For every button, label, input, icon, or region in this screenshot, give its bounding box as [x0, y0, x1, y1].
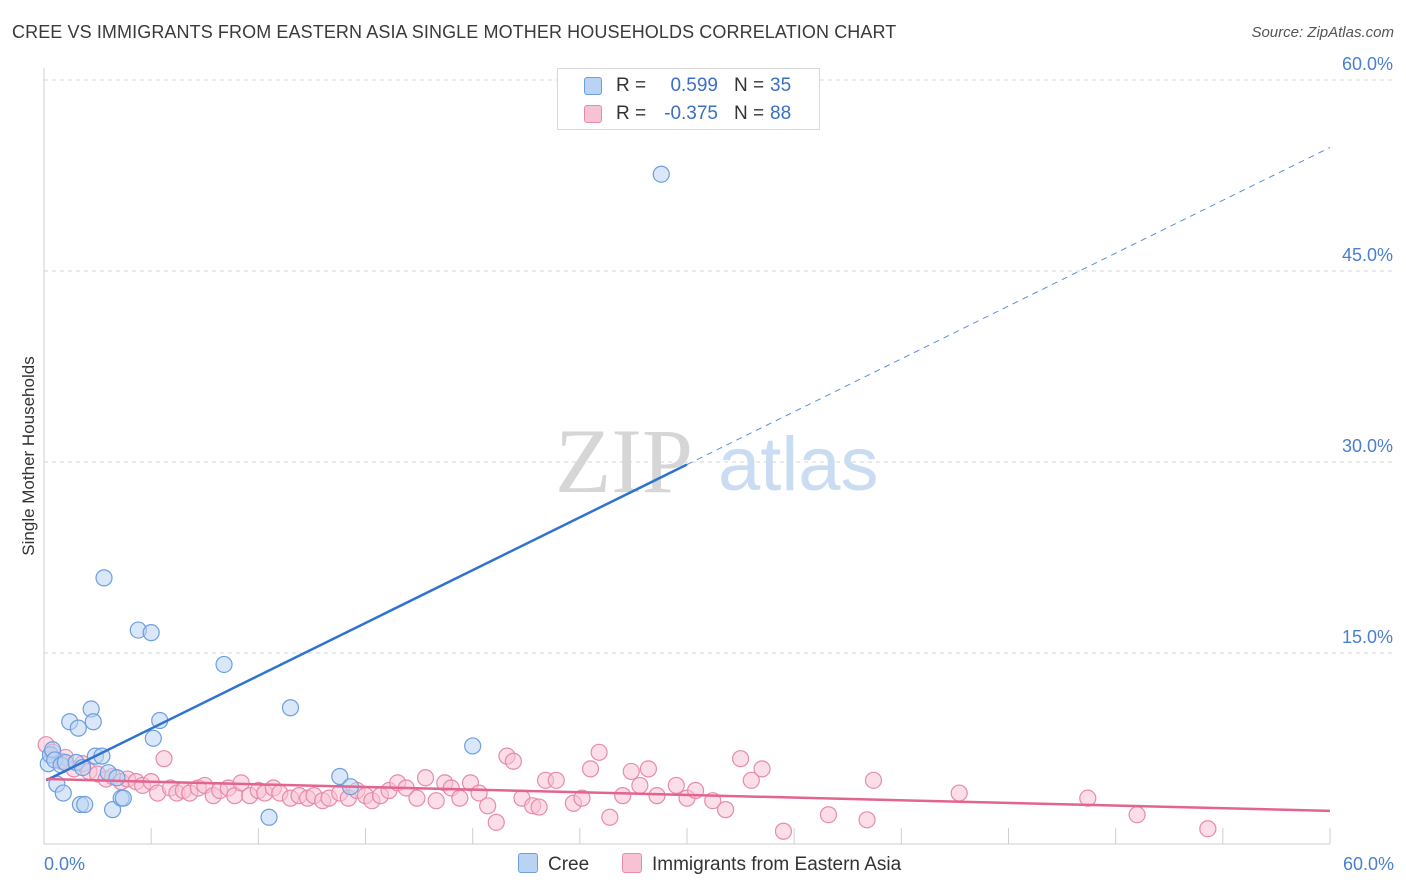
immigrants-point [601, 808, 619, 826]
y-tick-label: 30.0% [1342, 436, 1393, 456]
chart-title: CREE VS IMMIGRANTS FROM EASTERN ASIA SIN… [12, 22, 897, 42]
grid [44, 79, 1394, 654]
cree-point [95, 569, 113, 587]
immigrants-point [731, 750, 750, 768]
immigrants-point [614, 787, 632, 805]
watermark-atlas: atlas [718, 422, 879, 507]
cree-point [69, 719, 87, 737]
immigrants-point [716, 801, 735, 819]
immigrants-point [667, 776, 685, 795]
immigrants-point [530, 798, 548, 816]
r-value: -0.375 [664, 103, 718, 124]
x-tick-label-min: 0.0% [44, 854, 85, 874]
y-tick-label: 45.0% [1342, 245, 1393, 265]
legend-row-immigrants: R = -0.375 N = 88 [558, 101, 819, 129]
immigrants-point [1128, 806, 1146, 824]
cree-point [103, 801, 122, 819]
cree-point [84, 713, 102, 731]
immigrants-trend-line [46, 777, 1331, 813]
immigrants-point [753, 760, 771, 778]
immigrants-point [1079, 789, 1097, 807]
y-axis-label: Single Mother Households [19, 356, 38, 555]
immigrants-point [1199, 820, 1217, 838]
immigrants-point [858, 811, 876, 829]
immigrants-swatch [622, 853, 642, 873]
n-value: 35 [770, 75, 792, 96]
immigrants-point [819, 806, 838, 824]
cree-swatch [584, 77, 602, 95]
immigrants-point [774, 822, 793, 840]
immigrants-point [573, 789, 591, 807]
cree-point [144, 729, 162, 747]
y-tick-label: 15.0% [1342, 627, 1393, 647]
cree-point [108, 769, 126, 787]
legend-label-cree: Cree [548, 854, 590, 875]
r-label: R = [616, 103, 647, 124]
cree-point [114, 789, 132, 807]
cree-swatch [518, 853, 538, 873]
cree-point [464, 737, 482, 755]
r-value: 0.599 [670, 75, 718, 96]
trend-lines [45, 147, 1331, 813]
x-ticks [150, 828, 1331, 844]
legend-item-immigrants[interactable]: Immigrants from Eastern Asia [622, 853, 901, 877]
cree-point [260, 808, 278, 826]
immigrants-point [581, 760, 600, 778]
cree-point [142, 624, 160, 642]
immigrants-point [479, 797, 497, 815]
n-label: N = [734, 75, 765, 96]
series-immigrants-points [37, 736, 1217, 840]
cree-trend-extension [686, 147, 1331, 465]
n-label: N = [734, 103, 765, 124]
watermark: ZIP atlas [555, 410, 879, 512]
immigrants-point [487, 813, 505, 831]
y-tick-label: 60.0% [1342, 54, 1393, 74]
cree-point [281, 699, 300, 717]
immigrants-point [547, 771, 565, 789]
immigrants-point [631, 776, 649, 795]
cree-point [76, 795, 94, 814]
immigrants-point [416, 769, 435, 787]
cree-point [215, 655, 233, 674]
cree-point [652, 165, 670, 183]
immigrants-point [590, 743, 608, 761]
series-cree-points [39, 165, 670, 826]
legend-label-immigrants: Immigrants from Eastern Asia [652, 854, 902, 875]
legend-item-cree[interactable]: Cree [518, 853, 589, 877]
immigrants-point [950, 784, 968, 802]
r-label: R = [616, 75, 647, 96]
immigrants-point [639, 760, 658, 778]
cree-point [54, 784, 72, 802]
y-tick-labels: 15.0% 30.0% 45.0% 60.0% [1342, 54, 1393, 647]
legend-row-cree: R = 0.599 N = 35 [558, 73, 819, 101]
immigrants-point [648, 787, 666, 805]
immigrants-point [451, 789, 469, 807]
legend-series: Cree Immigrants from Eastern Asia [0, 850, 1406, 880]
immigrants-point [155, 750, 173, 768]
x-tick-label-max: 60.0% [1343, 854, 1394, 874]
immigrants-swatch [584, 105, 602, 123]
source-label: Source: ZipAtlas.com [1251, 24, 1394, 41]
cree-point [331, 767, 349, 786]
n-value: 88 [770, 103, 792, 124]
cree-trend-line [45, 463, 688, 782]
immigrants-point [504, 752, 522, 770]
legend-stats: R = 0.599 N = 35 R = -0.375 N = 88 [557, 68, 820, 130]
immigrants-point [427, 792, 445, 810]
immigrants-point [622, 762, 640, 781]
immigrants-point [742, 771, 760, 789]
immigrants-point [408, 789, 426, 807]
immigrants-point [864, 771, 883, 789]
